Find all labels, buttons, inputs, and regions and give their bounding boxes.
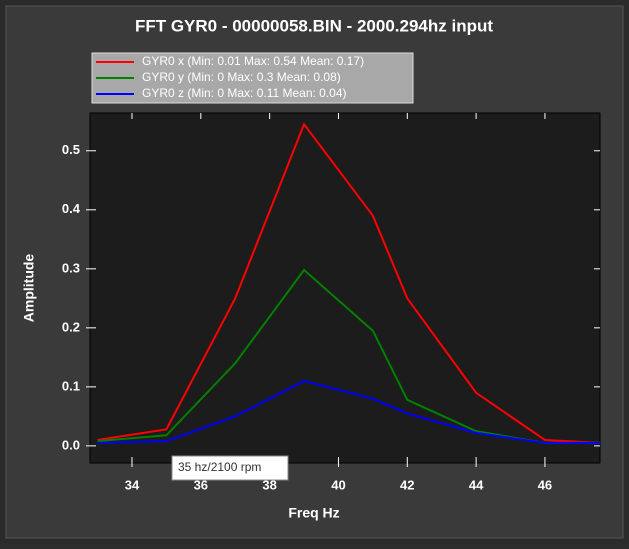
- plot-area: [89, 112, 601, 464]
- x-tick-label: 36: [194, 477, 208, 492]
- series-line: [97, 122, 601, 444]
- tooltip-box: [171, 455, 289, 481]
- series-line: [97, 379, 600, 444]
- y-tick-label: 0.1: [62, 378, 80, 393]
- x-tick-label: 34: [125, 477, 140, 492]
- x-tick-label: 38: [262, 477, 276, 492]
- legend-label: GYR0 z (Min: 0 Max: 0.11 Mean: 0.04): [142, 86, 347, 100]
- legend-items: GYR0 x (Min: 0.01 Max: 0.54 Mean: 0.17) G…: [96, 54, 364, 100]
- x-tick-label: 40: [331, 477, 345, 492]
- legend-label: GYR0 x (Min: 0.01 Max: 0.54 Mean: 0.17): [142, 54, 364, 68]
- y-tick-label: 0.4: [62, 201, 81, 216]
- chart-title: FFT GYR0 - 00000058.BIN - 2000.294hz inp…: [135, 16, 493, 35]
- y-axis-label: Amplitude: [21, 254, 37, 323]
- x-tick-label: 46: [538, 477, 552, 492]
- y-tick-label: 0.0: [62, 437, 80, 452]
- x-tick-label: 44: [469, 477, 484, 492]
- legend-label: GYR0 y (Min: 0 Max: 0.3 Mean: 0.08): [142, 70, 341, 84]
- y-tick-label: 0.3: [62, 260, 80, 275]
- x-axis-label: Freq Hz: [288, 505, 339, 521]
- y-tick-label: 0.5: [62, 142, 80, 157]
- plot: 0.0 0.1 0.2 0.3 0.4 0.5 34 36 38 40 42 44 46: [62, 113, 601, 492]
- tooltip: 35 hz/2100 rpm: [178, 460, 261, 474]
- x-tick-label: 42: [400, 477, 414, 492]
- legend: [91, 52, 414, 104]
- y-tick-label: 0.2: [62, 319, 80, 334]
